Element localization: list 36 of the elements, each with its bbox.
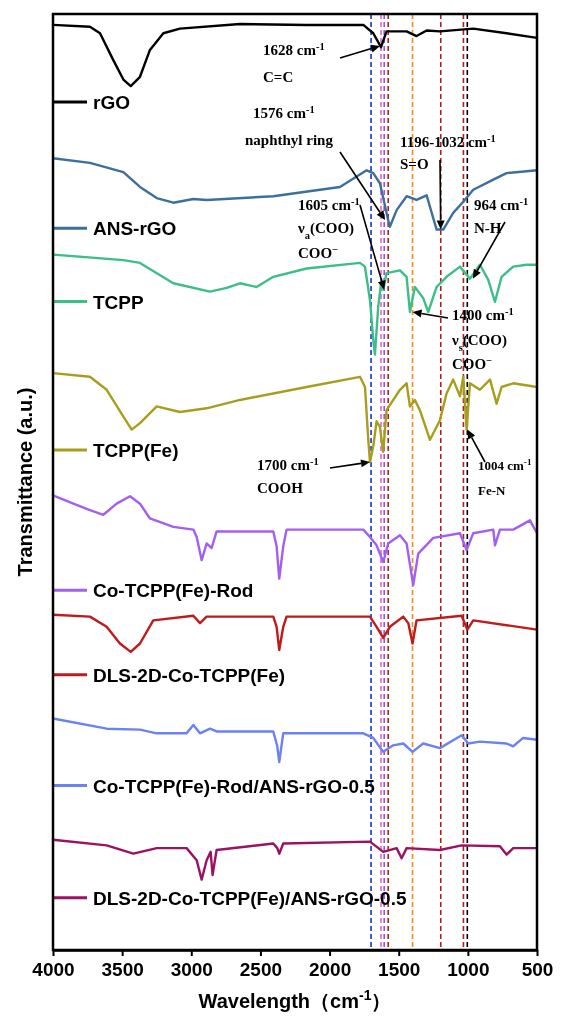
- x-tick-label: 1500: [378, 959, 421, 981]
- y-axis-title: Transmittance (a.u.): [14, 387, 36, 577]
- legend-label: DLS-2D-Co-TCPP(Fe): [93, 664, 286, 686]
- legend-label: ANS-rGO: [93, 218, 177, 240]
- legend-label: Co-TCPP(Fe)-Rod: [93, 580, 254, 602]
- annotation: Fe-N: [478, 483, 507, 498]
- annotation: 1400 cm$^{-1}$: [452, 305, 514, 323]
- annotation: C=C: [263, 69, 294, 85]
- x-tick-label: 4000: [32, 959, 75, 981]
- annotation: 964 cm$^{-1}$: [474, 195, 529, 213]
- x-tick-label: 2500: [239, 959, 283, 981]
- annotation: N-H: [474, 220, 502, 236]
- x-tick-label: 2000: [308, 959, 352, 981]
- x-tick-label: 500: [521, 959, 554, 981]
- legend-label: rGO: [93, 91, 130, 113]
- legend-label: TCPP: [93, 291, 144, 313]
- annotation: 1576 cm$^{-1}$: [253, 103, 315, 121]
- legend-label: TCPP(Fe): [93, 440, 179, 462]
- annotation: COO$^{−}$: [452, 354, 493, 372]
- annotation: S=O: [400, 156, 429, 172]
- annotation: COOH: [257, 480, 304, 496]
- annotation: ν$_{a}$(COO): [297, 220, 355, 241]
- legend-label: Co-TCPP(Fe)-Rod/ANS-rGO-0.5: [93, 775, 376, 797]
- x-tick-label: 3500: [101, 959, 144, 981]
- annotation: 1628 cm$^{-1}$: [263, 40, 325, 58]
- annotation: 1004 cm$^{-1}$: [478, 457, 532, 473]
- x-tick-label: 1000: [447, 959, 490, 981]
- x-axis-title: Wavelength（cm$^{-1}$）: [198, 987, 392, 1012]
- annotation: 1700 cm$^{-1}$: [257, 455, 319, 473]
- annotation: 1605 cm$^{-1}$: [298, 195, 360, 213]
- x-tick-label: 3000: [170, 959, 213, 981]
- annotation: 1196-1032 cm$^{-1}$: [400, 132, 496, 150]
- legend-label: DLS-2D-Co-TCPP(Fe)/ANS-rGO-0.5: [93, 887, 407, 909]
- annotation: ν$_{s}$(COO): [451, 332, 507, 353]
- annotation: COO$^{−}$: [298, 243, 339, 261]
- annotation: naphthyl ring: [245, 132, 334, 148]
